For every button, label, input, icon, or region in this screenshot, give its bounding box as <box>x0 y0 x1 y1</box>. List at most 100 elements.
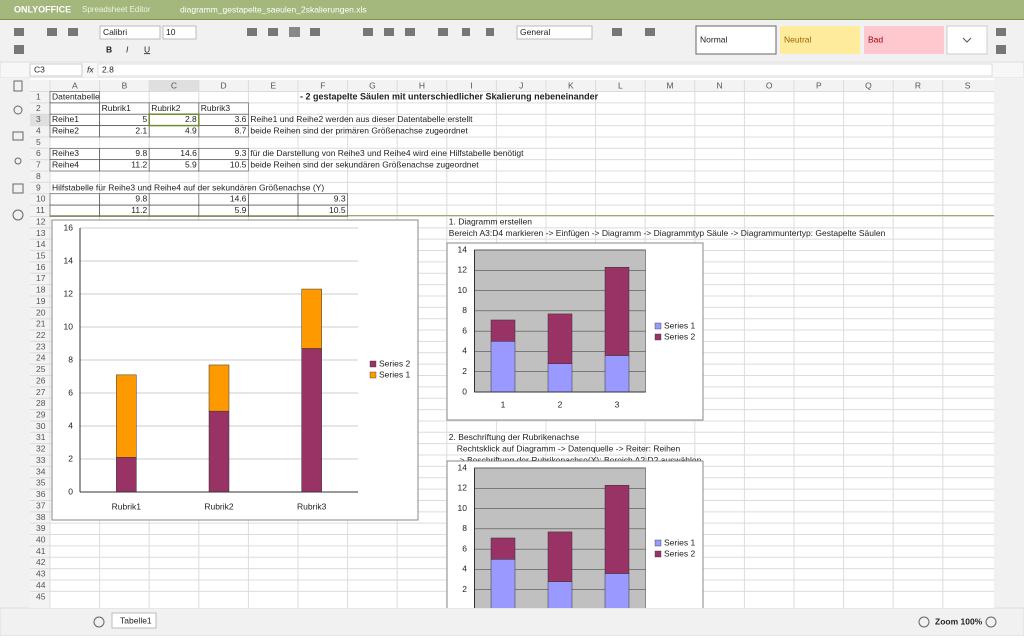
row-header: 5 <box>36 137 41 147</box>
legend-swatch <box>654 550 662 558</box>
plugin-icon[interactable] <box>12 183 24 194</box>
column-header: K <box>568 80 574 90</box>
search-icon[interactable] <box>13 105 23 115</box>
cell-text: Hilfstabelle für Reihe3 und Reihe4 auf d… <box>52 182 324 192</box>
y-tick-label: 4 <box>68 420 73 430</box>
cell-text: Rubrik3 <box>201 103 231 113</box>
legend-label: Series 1 <box>379 369 410 379</box>
format-box[interactable] <box>516 25 593 40</box>
clear-icon[interactable] <box>645 28 655 36</box>
x-tick-label: Rubrik2 <box>204 501 234 511</box>
row-header: 13 <box>36 228 46 238</box>
title-bar-line <box>0 19 1024 20</box>
bar-segment <box>604 484 630 574</box>
copy-icon[interactable] <box>47 28 57 36</box>
bold-button[interactable]: B <box>106 44 112 54</box>
style-label: Normal <box>700 34 728 44</box>
name-box[interactable] <box>29 63 83 77</box>
cell-text: - 2 gestapelte Säulen mit unterschiedlic… <box>300 92 599 102</box>
y-tick-label: 2 <box>462 584 467 594</box>
cell-text: Reihe1 und Reihe2 werden aus dieser Date… <box>250 114 473 124</box>
bar-segment <box>116 374 137 458</box>
legend-swatch <box>369 360 377 368</box>
column-header: P <box>816 80 822 90</box>
row-header: 42 <box>36 557 46 567</box>
product: Spreadsheet Editor <box>82 5 151 14</box>
cell-text: Reihe1 <box>52 114 79 124</box>
cell-text: beide Reihen sind der sekundären Größena… <box>250 160 479 170</box>
row-header: 30 <box>36 421 46 431</box>
underline-button[interactable]: U <box>144 44 150 54</box>
style-label: Neutral <box>784 34 812 44</box>
comment-icon[interactable] <box>12 131 24 141</box>
add-sheet[interactable] <box>93 616 105 628</box>
align-icon[interactable] <box>247 28 257 36</box>
search-icon[interactable] <box>13 80 23 92</box>
cell-text: für die Darstellung von Reihe3 und Reihe… <box>250 148 524 158</box>
cell-border <box>297 204 348 217</box>
sort-icon[interactable] <box>486 28 494 36</box>
row-header: 43 <box>36 569 46 579</box>
legend-label: Series 1 <box>664 320 695 330</box>
cell-text: 14.6 <box>180 148 197 158</box>
insert-icon[interactable] <box>612 28 622 36</box>
y-tick-label: 6 <box>68 387 73 397</box>
image-icon[interactable] <box>363 28 373 36</box>
row-header: 28 <box>36 398 46 408</box>
column-header: H <box>419 80 425 90</box>
style-bad[interactable] <box>864 26 944 54</box>
sheet-tab[interactable] <box>111 612 157 629</box>
bar-segment <box>547 581 573 608</box>
print-icon[interactable] <box>14 28 24 36</box>
y-tick-label: 6 <box>462 543 467 553</box>
row-header: 26 <box>36 375 46 385</box>
align-icon[interactable] <box>268 28 278 36</box>
sum-icon[interactable] <box>438 28 448 36</box>
legend-label: Series 2 <box>664 548 695 558</box>
y-tick-label: 4 <box>462 346 467 356</box>
zoom-label: Zoom 100% <box>935 616 983 626</box>
user-icon[interactable] <box>14 157 22 165</box>
row-header: 7 <box>36 160 41 170</box>
cell-text: Reihe2 <box>52 126 79 136</box>
info-icon[interactable] <box>12 209 24 221</box>
column-header: R <box>915 80 921 90</box>
text-icon[interactable] <box>405 28 415 36</box>
align-icon[interactable] <box>289 27 300 37</box>
cell-text: Reihe3 <box>52 148 79 158</box>
paste-icon[interactable] <box>68 28 78 36</box>
style-normal[interactable] <box>695 25 777 55</box>
italic-button[interactable]: I <box>126 44 129 54</box>
y-tick-label: 8 <box>462 305 467 315</box>
row-header: 39 <box>36 523 46 533</box>
legend-swatch <box>654 333 662 341</box>
settings-icon[interactable] <box>996 45 1006 54</box>
cell-border <box>198 159 249 172</box>
row-header: 32 <box>36 444 46 454</box>
row-header: 45 <box>36 591 46 601</box>
wrap-icon[interactable] <box>310 28 320 36</box>
save-icon[interactable] <box>14 45 24 54</box>
style-neutral[interactable] <box>780 26 860 54</box>
x-tick-label: 1 <box>501 399 506 409</box>
row-header: 4 <box>36 126 41 136</box>
y-tick-label: 14 <box>458 244 468 254</box>
style-label: Bad <box>868 34 883 44</box>
row-header: 25 <box>36 364 46 374</box>
row-header: 17 <box>36 273 46 283</box>
cell-text: 14.6 <box>230 194 247 204</box>
zoom-out[interactable] <box>918 616 930 628</box>
row-header: 11 <box>36 205 45 215</box>
chart-icon[interactable] <box>384 28 394 36</box>
legend-swatch <box>369 371 377 379</box>
menu-icon[interactable] <box>996 28 1006 36</box>
style-dropdown[interactable] <box>946 25 988 55</box>
sort-icon[interactable] <box>462 28 470 36</box>
zoom-in[interactable] <box>985 616 997 628</box>
formula-input[interactable] <box>97 63 993 77</box>
size-box[interactable] <box>162 25 197 40</box>
column-header: C <box>171 80 177 90</box>
y-tick-label: 14 <box>458 462 468 472</box>
font-box[interactable] <box>99 25 161 40</box>
formula-value: 2.8 <box>102 64 114 74</box>
